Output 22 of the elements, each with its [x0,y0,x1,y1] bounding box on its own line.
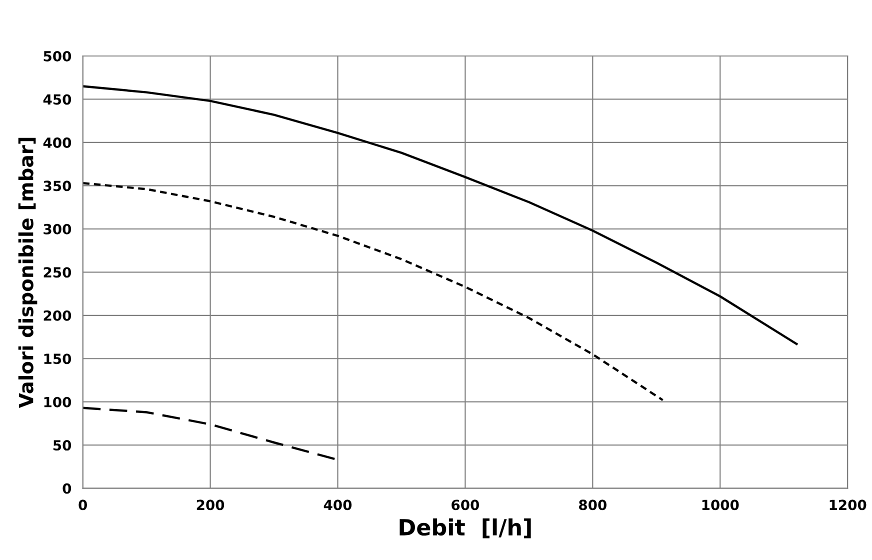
x-tick-label: 0 [78,500,88,510]
y-tick-label: 500 [44,50,72,62]
y-axis-title: Valori disponibile [mbar] [18,138,38,408]
x-tick-label: 1000 [702,500,739,510]
line-series [82,182,664,402]
y-tick-label: 0 [62,483,72,494]
x-tick-label: 200 [196,500,224,510]
x-tick-label: 400 [324,500,352,510]
x-tick-label: 800 [579,500,606,510]
y-tick-label: 250 [44,267,72,278]
y-tick-label: 200 [44,310,72,321]
y-tick-label: 150 [44,354,72,364]
x-tick-label: 1200 [830,500,866,510]
x-axis-title: Debit [l/h] [400,518,531,538]
y-tick-label: 100 [44,396,72,408]
x-tick-label: 600 [452,500,480,510]
y-tick-label: 450 [43,94,72,105]
y-tick-label: 300 [44,224,72,234]
line-series [82,85,798,346]
y-tick-label: 350 [44,180,72,192]
y-tick-label: 400 [43,137,72,148]
y-tick-label: 50 [53,440,72,451]
